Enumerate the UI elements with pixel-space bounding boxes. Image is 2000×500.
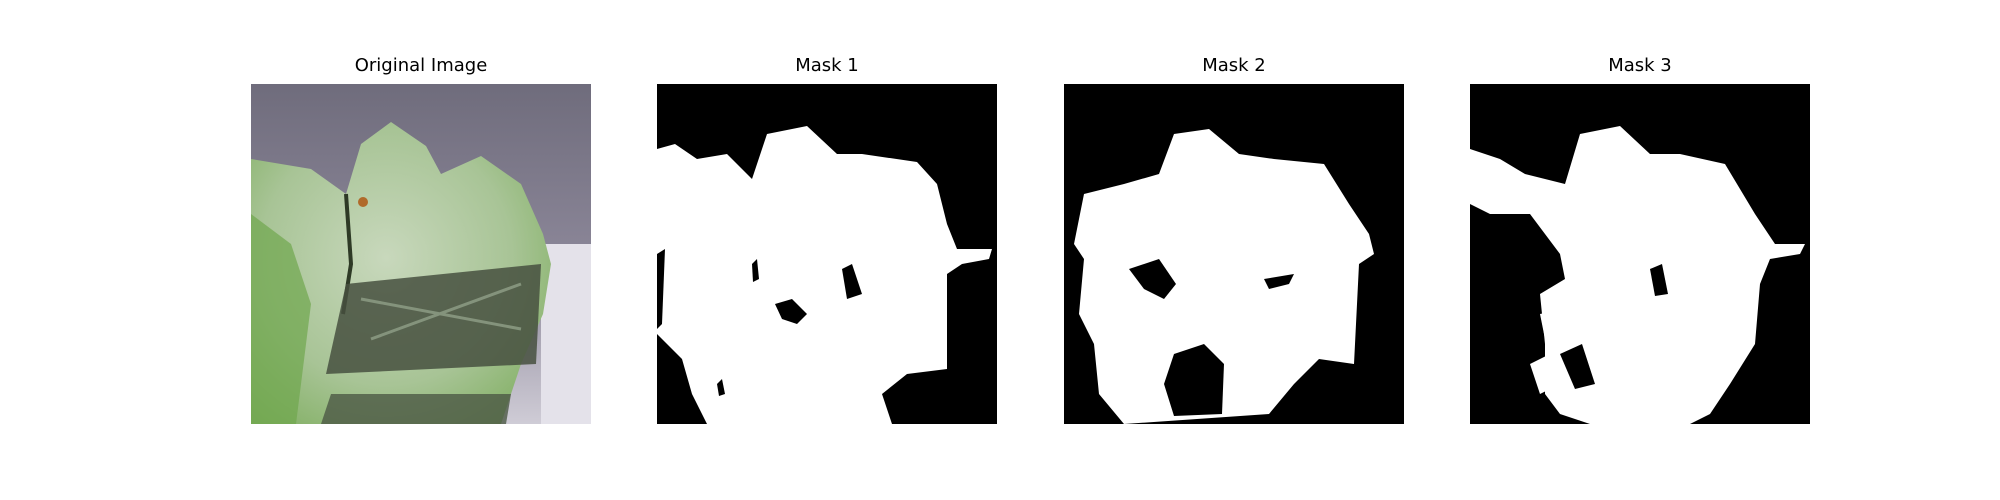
mask-1-panel: Mask 1 [657,54,997,444]
original-image-panel: Original Image [251,54,591,444]
panel-title: Mask 3 [1608,55,1672,76]
mask-1-image [657,84,997,424]
panel-title: Original Image [354,55,488,76]
mask-2-panel: Mask 2 [1064,54,1404,444]
panel-title: Mask 1 [795,55,859,76]
original-image [251,84,591,424]
mask-2-image [1064,84,1404,424]
mask-3-image [1470,84,1810,424]
panel-title: Mask 2 [1202,55,1266,76]
mask-3-panel: Mask 3 [1470,54,1810,444]
